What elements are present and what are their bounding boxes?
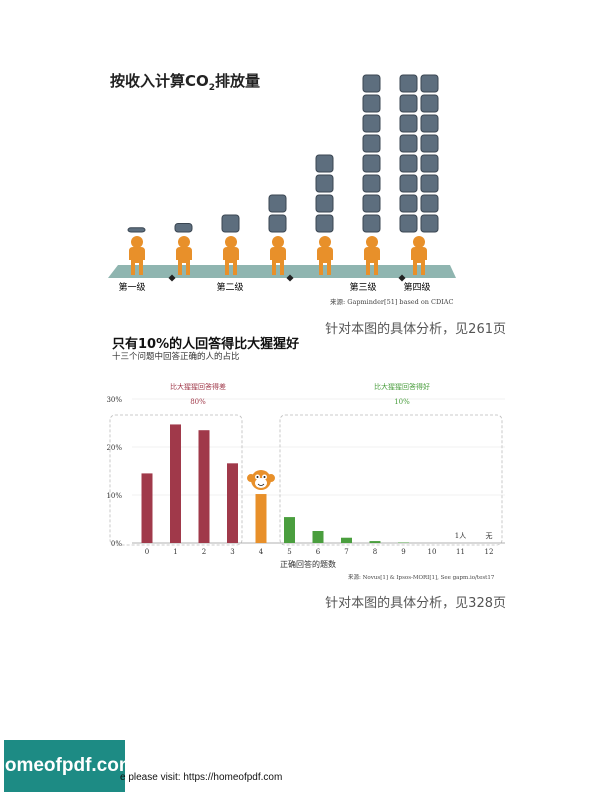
bar-chart-source: 来源: Novus[1] & Ipsos-MORI[1], See gapm.i… — [348, 573, 494, 581]
co2-block-4-0-1 — [316, 195, 333, 212]
co2-block-1-0-0 — [175, 224, 192, 233]
co2-block-4-0-2 — [316, 175, 333, 192]
co2-block-6-1-4 — [421, 135, 438, 152]
y-tick-2: 20% — [106, 444, 122, 452]
x-tick-5: 5 — [287, 548, 291, 556]
y-tick-1: 10% — [106, 492, 122, 500]
better-group-box — [280, 415, 502, 545]
bar-4 — [256, 494, 267, 543]
value-label-11: 1人 — [455, 532, 466, 540]
x-tick-7: 7 — [344, 548, 348, 556]
co2-block-6-0-2 — [400, 175, 417, 192]
co2-block-5-0-6 — [363, 95, 380, 112]
co2-block-5-0-4 — [363, 135, 380, 152]
co2-chart-source: 来源: Gapminder[51] based on CDIAC — [330, 296, 453, 306]
annotation-value-0: 80% — [190, 398, 206, 406]
level-label-0: 第一级 — [118, 281, 145, 293]
x-tick-0: 0 — [145, 548, 149, 556]
co2-block-6-1-2 — [421, 175, 438, 192]
x-tick-10: 10 — [428, 548, 437, 556]
level-label-3: 第四级 — [403, 281, 430, 293]
x-tick-2: 2 — [202, 548, 206, 556]
co2-block-6-1-5 — [421, 115, 438, 132]
co2-block-6-1-6 — [421, 95, 438, 112]
co2-block-3-0-1 — [269, 195, 286, 212]
page-reference-328: 针对本图的具体分析，见328页 — [325, 592, 506, 611]
co2-block-5-0-5 — [363, 115, 380, 132]
x-axis-label: 正确回答的题数 — [280, 559, 336, 569]
co2-block-6-0-4 — [400, 135, 417, 152]
chimp-icon — [247, 470, 275, 490]
y-tick-3: 30% — [106, 396, 122, 404]
bar-8 — [370, 541, 381, 543]
value-label-12: 无 — [486, 532, 493, 540]
bar-1 — [170, 424, 181, 543]
co2-block-2-0-0 — [222, 215, 239, 232]
annotation-value-1: 10% — [394, 398, 410, 406]
x-tick-12: 12 — [485, 548, 494, 556]
x-tick-8: 8 — [373, 548, 377, 556]
x-tick-3: 3 — [230, 548, 234, 556]
bar-6 — [313, 531, 324, 543]
co2-block-4-0-3 — [316, 155, 333, 172]
page-reference-261: 针对本图的具体分析，见261页 — [325, 318, 506, 337]
co2-block-5-0-1 — [363, 195, 380, 212]
x-tick-9: 9 — [401, 548, 405, 556]
co2-block-6-1-0 — [421, 215, 438, 232]
co2-block-5-0-0 — [363, 215, 380, 232]
co2-block-6-0-0 — [400, 215, 417, 232]
co2-block-6-1-7 — [421, 75, 438, 92]
co2-block-6-1-1 — [421, 195, 438, 212]
bar-7 — [341, 538, 352, 543]
x-tick-6: 6 — [316, 548, 321, 556]
co2-chart: 第一级 第二级 第三级 第四级 — [100, 60, 470, 300]
co2-block-6-0-5 — [400, 115, 417, 132]
x-tick-4: 4 — [259, 548, 264, 556]
co2-block-6-0-3 — [400, 155, 417, 172]
co2-block-6-0-1 — [400, 195, 417, 212]
level-label-2: 第三级 — [349, 281, 376, 293]
bar-5 — [284, 517, 295, 543]
bar-2 — [199, 430, 210, 543]
co2-block-0-0-0 — [128, 228, 145, 232]
x-tick-11: 11 — [456, 548, 465, 556]
co2-block-5-0-7 — [363, 75, 380, 92]
annotation-label-1: 比大猩猩回答得好 — [374, 382, 430, 391]
x-tick-1: 1 — [173, 548, 177, 556]
annotation-label-0: 比大猩猩回答得差 — [170, 382, 226, 391]
bar-3 — [227, 463, 238, 543]
co2-block-3-0-0 — [269, 215, 286, 232]
site-logo[interactable]: homeofpdf.com — [4, 740, 125, 792]
co2-block-6-0-6 — [400, 95, 417, 112]
co2-block-6-0-7 — [400, 75, 417, 92]
co2-block-5-0-3 — [363, 155, 380, 172]
footer-link-text[interactable]: e please visit: https://homeofpdf.com — [120, 772, 282, 783]
co2-block-6-1-3 — [421, 155, 438, 172]
bar-0 — [142, 473, 153, 543]
level-label-1: 第二级 — [216, 281, 243, 293]
co2-block-4-0-0 — [316, 215, 333, 232]
co2-block-5-0-2 — [363, 175, 380, 192]
